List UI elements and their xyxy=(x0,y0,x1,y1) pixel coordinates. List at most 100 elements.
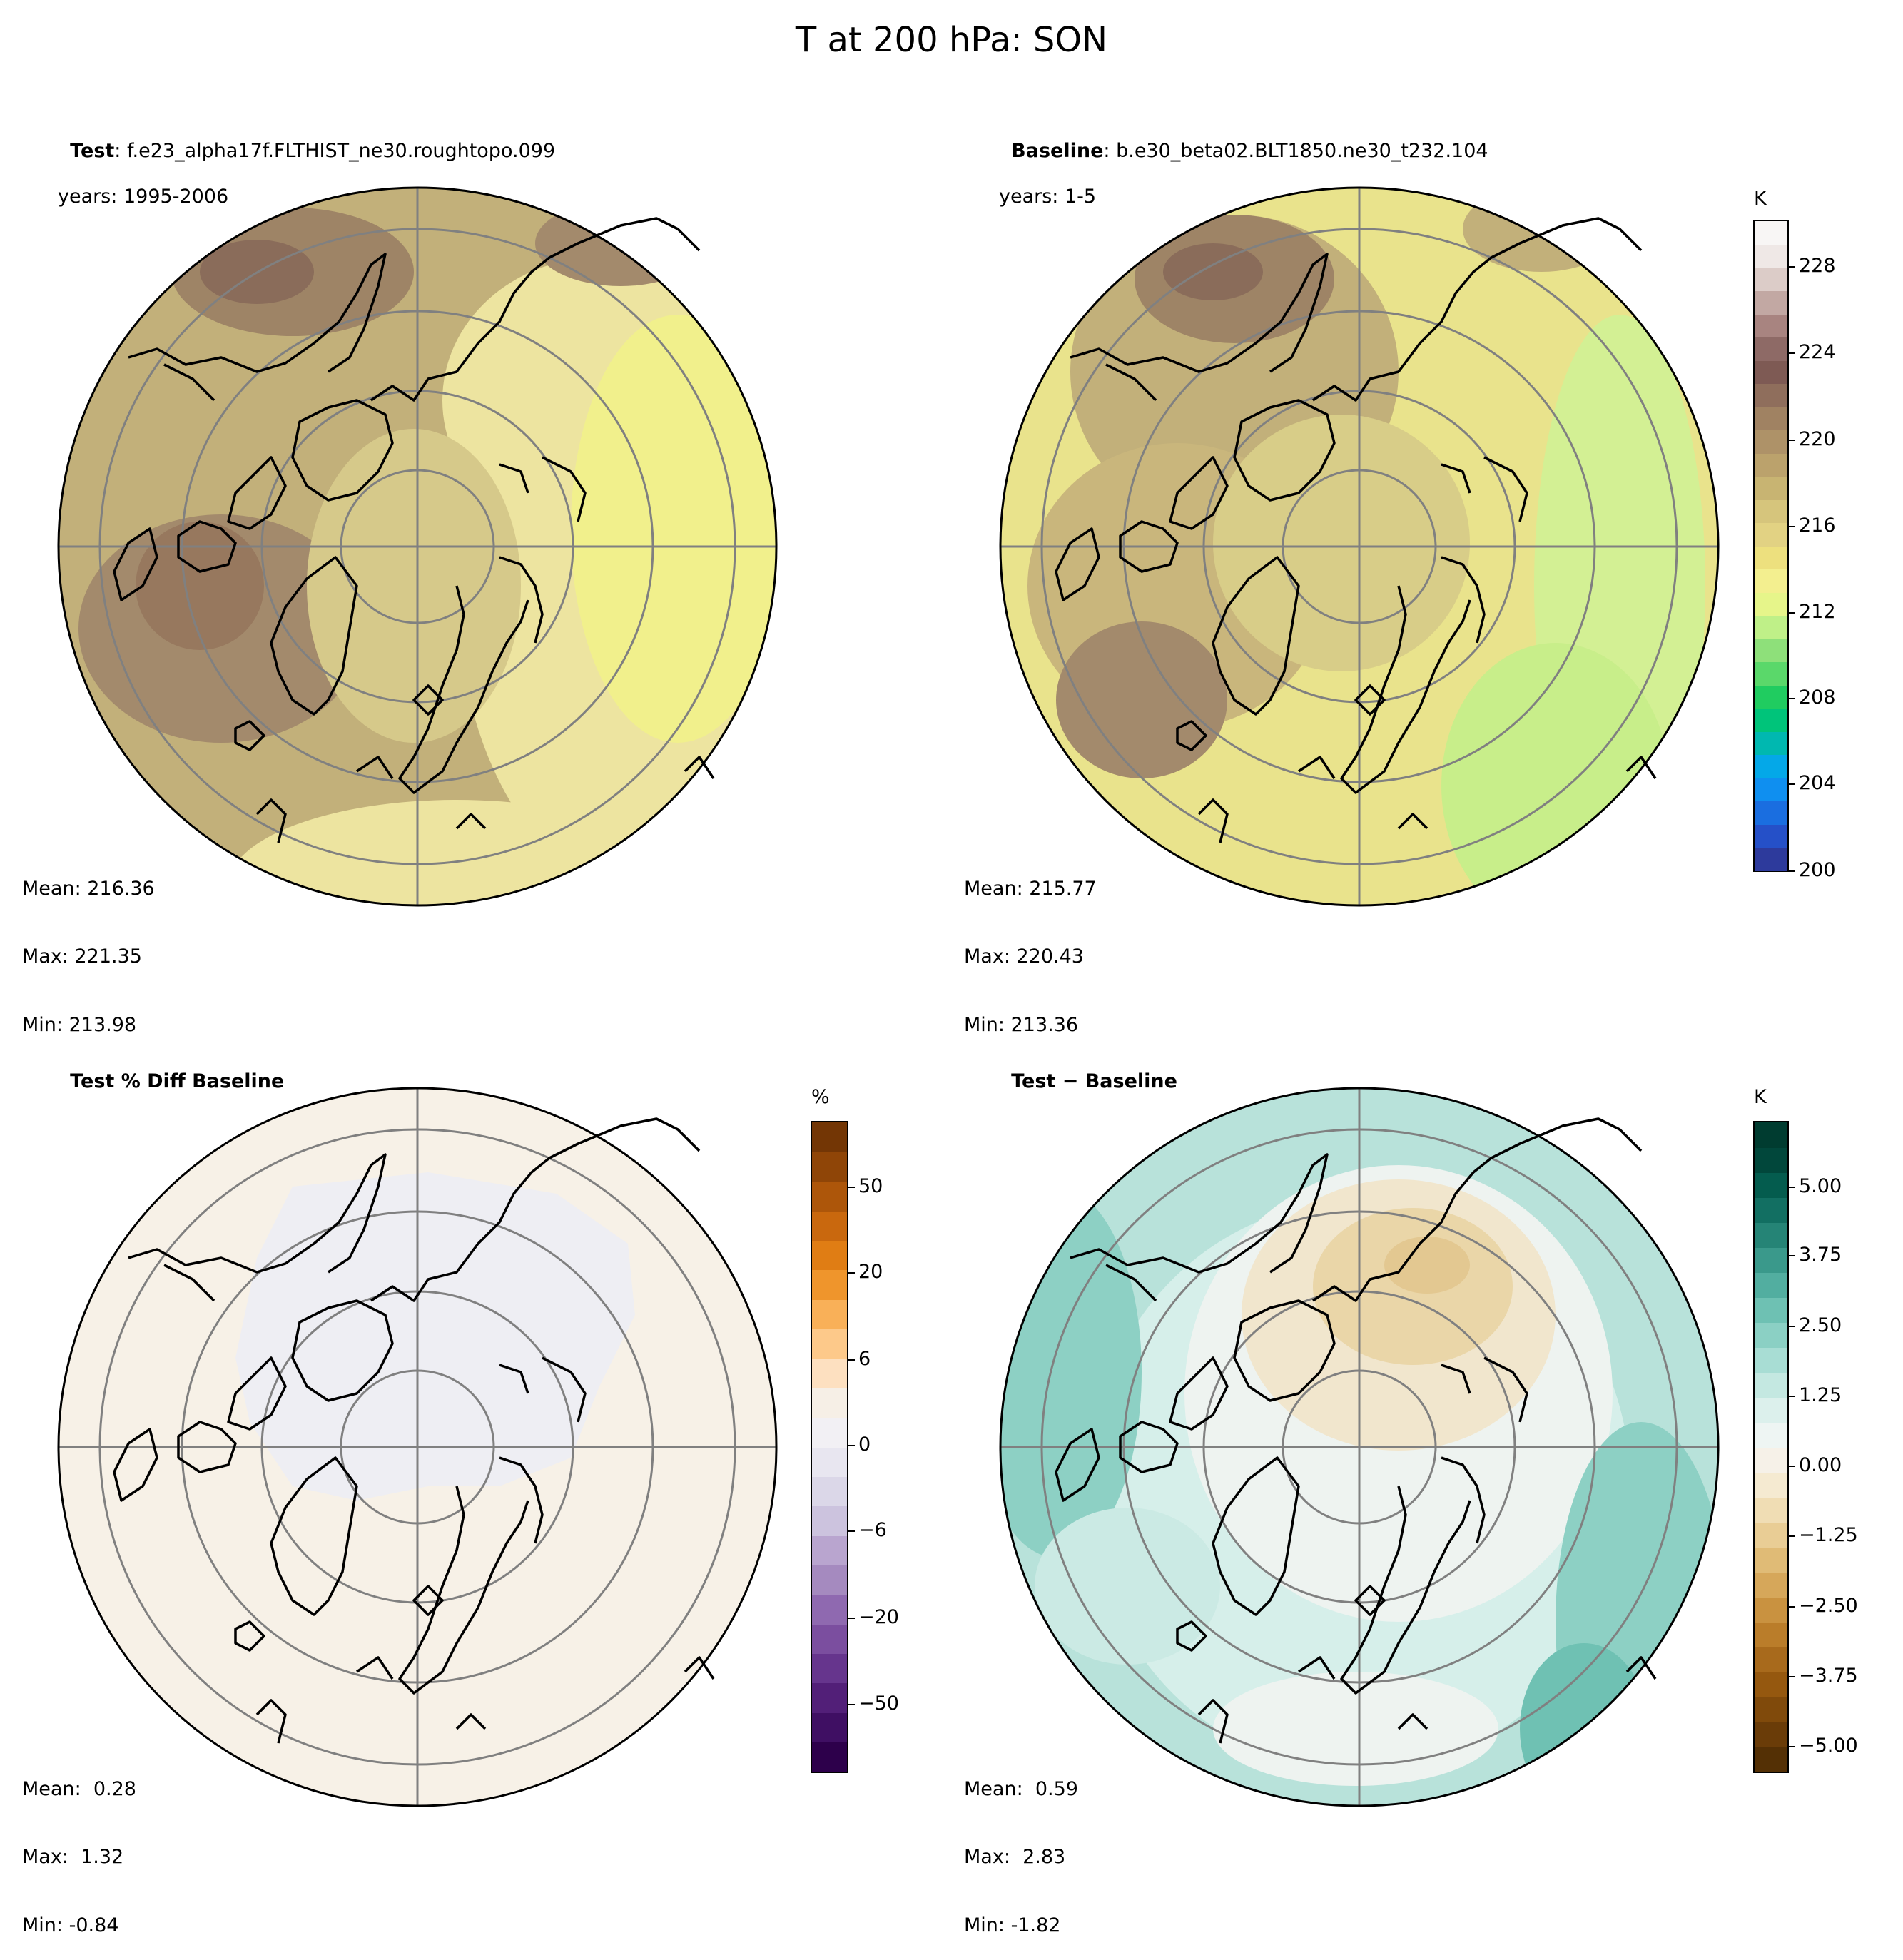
diff-panel-title: Test − Baseline xyxy=(999,1047,1177,1093)
abs-colorbar-segment xyxy=(1755,244,1787,268)
test-label: Test xyxy=(70,139,115,162)
abs-colorbar-segment xyxy=(1755,592,1787,616)
pctdiff-stats: Mean: 0.28 Max: 1.32 Min: -0.84 xyxy=(22,1732,136,1960)
abs-colorbar-segment xyxy=(1755,453,1787,477)
diff-colorbar-segment xyxy=(1755,1247,1787,1273)
baseline-mean: Mean: 215.77 xyxy=(964,877,1097,900)
abs-colorbar-tick-label: 204 xyxy=(1799,772,1836,794)
diff-colorbar-segment xyxy=(1755,1672,1787,1697)
abs-colorbar-tick-mark xyxy=(1789,526,1795,527)
test-panel-title: Test: f.e23_alpha17f.FLTHIST_ne30.rought… xyxy=(58,117,555,230)
diff-colorbar-segment xyxy=(1755,1597,1787,1623)
pct-colorbar-tick-mark xyxy=(848,1272,855,1274)
diff-colorbar-tick-mark xyxy=(1789,1606,1795,1608)
test-label-sep: : xyxy=(114,139,127,162)
pct-colorbar-tick-mark xyxy=(848,1704,855,1705)
diff-colorbar-segment xyxy=(1755,1522,1787,1548)
abs-colorbar-segment xyxy=(1755,290,1787,315)
abs-colorbar-segment xyxy=(1755,569,1787,593)
diff-max: Max: 2.83 xyxy=(964,1846,1066,1869)
abs-colorbar-tick-label: 208 xyxy=(1799,686,1836,709)
diff-colorbar-tick-label: −3.75 xyxy=(1799,1665,1858,1687)
diff-colorbar-segment xyxy=(1755,1547,1787,1573)
diff-colorbar-tick-mark xyxy=(1789,1326,1795,1327)
pct-colorbar-tick-mark xyxy=(848,1359,855,1361)
diff-colorbar-segment xyxy=(1755,1347,1787,1373)
abs-colorbar-tick-mark xyxy=(1789,440,1795,441)
diff-colorbar-segment xyxy=(1755,1697,1787,1722)
baseline-years: years: 1-5 xyxy=(999,185,1097,208)
pct-colorbar-tick-label: 6 xyxy=(858,1348,871,1370)
pct-colorbar-tick-mark xyxy=(848,1530,855,1532)
abs-colorbar-tick-label: 224 xyxy=(1799,341,1836,363)
diff-map-boundary xyxy=(999,1087,1720,1807)
abs-colorbar-segment xyxy=(1755,476,1787,500)
diff-colorbar-segment xyxy=(1755,1147,1787,1173)
diff-colorbar-segment xyxy=(1755,1422,1787,1448)
abs-colorbar-segment xyxy=(1755,430,1787,454)
diff-colorbar-tick-mark xyxy=(1789,1746,1795,1747)
pct-colorbar-segment xyxy=(812,1653,847,1684)
diff-colorbar-segment xyxy=(1755,1297,1787,1323)
test-min: Min: 213.98 xyxy=(22,1013,137,1036)
abs-colorbar-tick-label: 228 xyxy=(1799,255,1836,277)
baseline-label: Baseline xyxy=(1011,139,1104,162)
pctdiff-max: Max: 1.32 xyxy=(22,1846,124,1869)
abs-colorbar-tick-label: 220 xyxy=(1799,428,1836,450)
pct-colorbar-segment xyxy=(812,1152,847,1182)
diff-colorbar-tick-mark xyxy=(1789,1255,1795,1256)
diff-colorbar-tick-mark xyxy=(1789,1535,1795,1537)
pctdiff-label: Test % Diff Baseline xyxy=(70,1070,285,1092)
diff-colorbar-unit: K xyxy=(1754,1086,1767,1108)
abs-colorbar-tick-mark xyxy=(1789,352,1795,354)
baseline-max: Max: 220.43 xyxy=(964,945,1084,968)
pct-colorbar-unit: % xyxy=(811,1086,830,1108)
pct-colorbar-segment xyxy=(812,1682,847,1713)
pct-colorbar-segment xyxy=(812,1447,847,1477)
abs-colorbar-segment xyxy=(1755,639,1787,663)
diff-coastlines xyxy=(1055,1117,1657,1744)
diff-colorbar-segment xyxy=(1755,1447,1787,1473)
pct-colorbar-segment xyxy=(812,1240,847,1271)
abs-colorbar xyxy=(1753,220,1789,872)
figure-title: T at 200 hPa: SON xyxy=(795,20,1108,60)
baseline-panel-title: Baseline: b.e30_beta02.BLT1850.ne30_t232… xyxy=(999,117,1488,230)
diff-colorbar-tick-mark xyxy=(1789,1187,1795,1188)
diff-stats: Mean: 0.59 Max: 2.83 Min: -1.82 xyxy=(964,1732,1078,1960)
pct-colorbar-segment xyxy=(812,1594,847,1625)
pct-colorbar-tick-label: −6 xyxy=(858,1519,887,1541)
abs-colorbar-tick-label: 212 xyxy=(1799,601,1836,623)
abs-colorbar-segment xyxy=(1755,801,1787,825)
pctdiff-polar-map xyxy=(57,1087,778,1807)
abs-colorbar-segment xyxy=(1755,546,1787,570)
baseline-label-sep: : xyxy=(1103,139,1117,162)
abs-colorbar-segment xyxy=(1755,708,1787,732)
abs-colorbar-segment xyxy=(1755,337,1787,361)
pctdiff-panel-title: Test % Diff Baseline xyxy=(58,1047,284,1093)
abs-colorbar-tick-mark xyxy=(1789,698,1795,699)
diff-colorbar-segment xyxy=(1755,1222,1787,1248)
diff-label: Test − Baseline xyxy=(1011,1070,1177,1092)
pct-colorbar-segment xyxy=(812,1358,847,1388)
pct-colorbar-segment xyxy=(812,1299,847,1330)
test-coastlines xyxy=(113,217,715,843)
test-years: years: 1995-2006 xyxy=(58,185,229,208)
diff-colorbar-tick-label: 2.50 xyxy=(1799,1314,1842,1336)
pct-colorbar-segment xyxy=(812,1565,847,1595)
test-stats: Mean: 216.36 Max: 221.35 Min: 213.98 xyxy=(22,832,155,1060)
abs-colorbar-tick-mark xyxy=(1789,612,1795,614)
abs-colorbar-segment xyxy=(1755,314,1787,338)
diff-polar-map xyxy=(999,1087,1720,1807)
abs-colorbar-tick-mark xyxy=(1789,266,1795,268)
diff-colorbar-tick-label: 0.00 xyxy=(1799,1454,1842,1476)
baseline-polar-map xyxy=(999,186,1720,907)
diff-colorbar-segment xyxy=(1755,1272,1787,1298)
pct-colorbar-segment xyxy=(812,1712,847,1743)
abs-colorbar-segment xyxy=(1755,360,1787,385)
pctdiff-coastlines xyxy=(113,1117,715,1744)
pctdiff-map-boundary xyxy=(57,1087,778,1807)
diff-colorbar xyxy=(1753,1121,1789,1773)
pct-colorbar-tick-label: 50 xyxy=(858,1175,883,1197)
test-map-boundary xyxy=(57,186,778,907)
diff-mean: Mean: 0.59 xyxy=(964,1777,1078,1800)
